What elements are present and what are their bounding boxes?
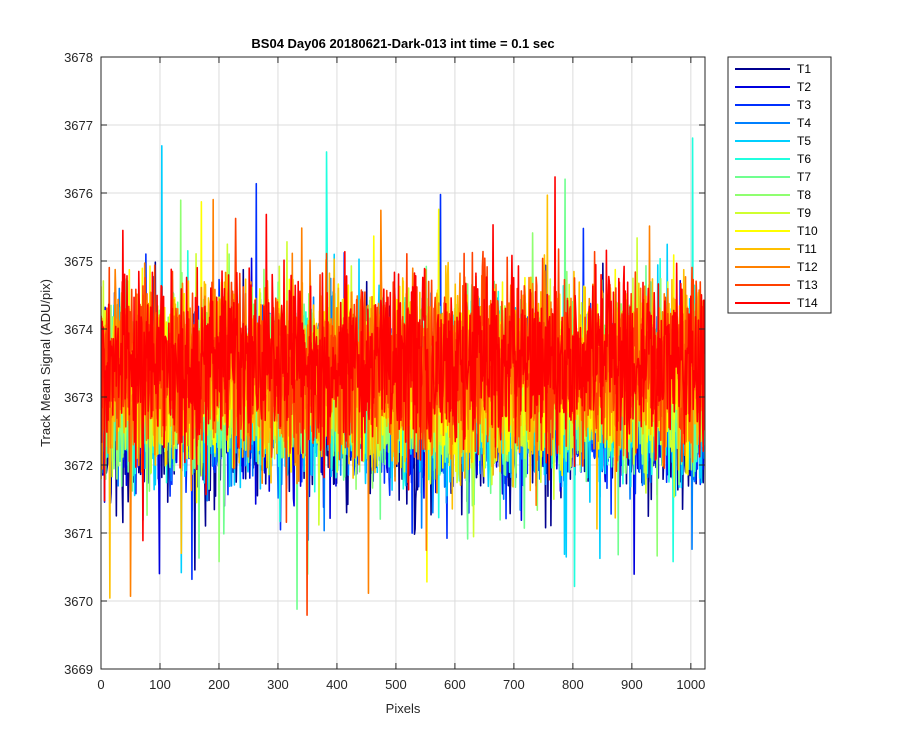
y-tick-label: 3676 <box>64 186 93 201</box>
legend-label-t11: T11 <box>797 242 817 256</box>
legend-label-t10: T10 <box>797 224 818 238</box>
axes-box <box>100 56 706 670</box>
x-tick-label: 0 <box>97 677 104 692</box>
legend-items: T1 T2 T3 T4 T5 T6 T7 T8 T9 T10 T11 T12 T13 T14 <box>735 62 818 310</box>
series-line-t14 <box>101 176 705 542</box>
legend-label-t2: T2 <box>797 80 811 94</box>
y-tick-label: 3675 <box>64 254 93 269</box>
legend-label-t12: T12 <box>797 260 818 274</box>
chart-title: BS04 Day06 20180621-Dark-013 int time = … <box>251 36 554 51</box>
y-axis-label: Track Mean Signal (ADU/pix) <box>38 279 53 447</box>
x-tick-label: 600 <box>444 677 466 692</box>
x-tick-label: 300 <box>267 677 289 692</box>
legend-label-t7: T7 <box>797 170 811 184</box>
legend-label-t13: T13 <box>797 278 818 292</box>
x-tick-label: 1000 <box>676 677 705 692</box>
x-tick-label: 900 <box>621 677 643 692</box>
legend-label-t3: T3 <box>797 98 811 112</box>
x-axis-label: Pixels <box>386 701 421 716</box>
y-tick-label: 3670 <box>64 594 93 609</box>
y-tick-label: 3669 <box>64 662 93 677</box>
legend-label-t1: T1 <box>797 62 811 76</box>
x-tick-label: 500 <box>385 677 407 692</box>
x-tick-label: 200 <box>208 677 230 692</box>
x-tick-label: 800 <box>562 677 584 692</box>
y-tick-label: 3674 <box>64 322 93 337</box>
x-ticks: 0 100 200 300 400 500 600 700 800 900 1000 <box>97 57 705 692</box>
x-tick-label: 700 <box>503 677 525 692</box>
legend: T1 T2 T3 T4 T5 T6 T7 T8 T9 T10 T11 T12 T13 T14 <box>727 56 832 314</box>
y-tick-label: 3672 <box>64 458 93 473</box>
y-tick-label: 3678 <box>64 50 93 65</box>
series-layer <box>101 137 705 616</box>
legend-box <box>727 56 832 314</box>
y-tick-label: 3677 <box>64 118 93 133</box>
legend-label-t9: T9 <box>797 206 811 220</box>
y-tick-label: 3671 <box>64 526 93 541</box>
plot-area: 0 100 200 300 400 500 600 700 800 900 1000 3669 367… <box>64 50 706 692</box>
legend-label-t8: T8 <box>797 188 811 202</box>
y-ticks: 3669 3670 3671 3672 3673 3674 3675 3676 3677 3678 <box>64 50 705 677</box>
x-tick-label: 400 <box>326 677 348 692</box>
legend-label-t14: T14 <box>797 296 818 310</box>
legend-label-t4: T4 <box>797 116 811 130</box>
y-tick-label: 3673 <box>64 390 93 405</box>
legend-label-t6: T6 <box>797 152 811 166</box>
x-tick-label: 100 <box>149 677 171 692</box>
legend-label-t5: T5 <box>797 134 811 148</box>
